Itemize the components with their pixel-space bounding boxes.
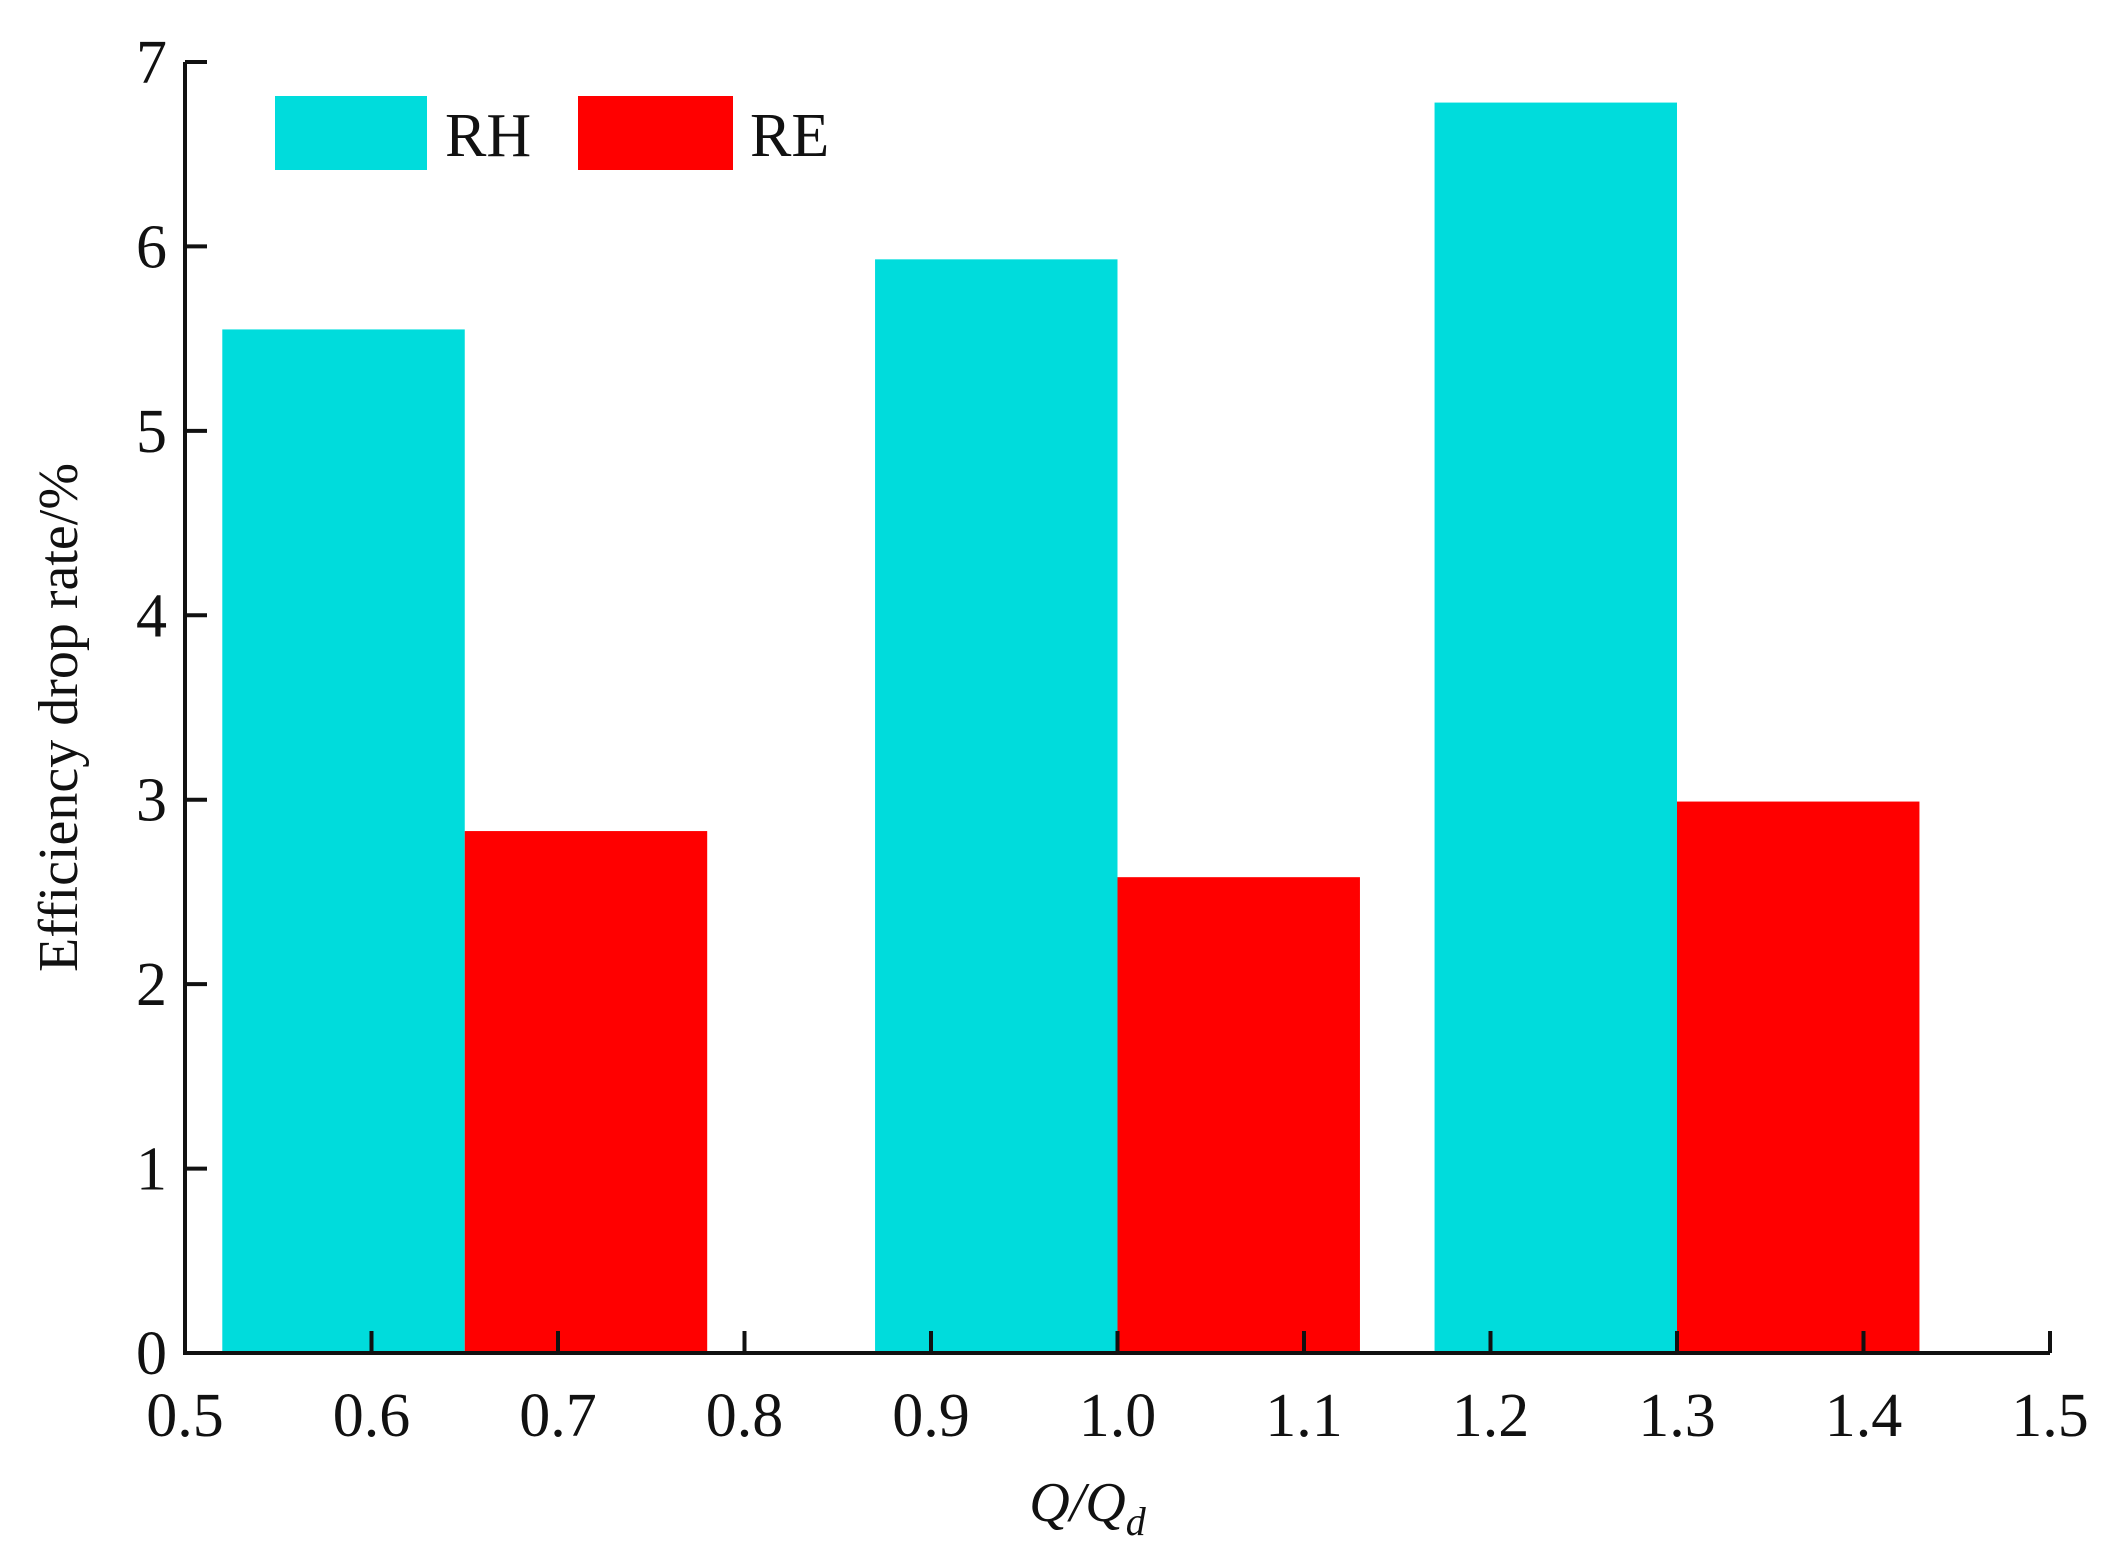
- legend-swatch-rh: [275, 96, 427, 170]
- x-tick-label: 1.3: [1638, 1382, 1716, 1450]
- x-tick-label: 1.5: [2011, 1382, 2089, 1450]
- legend-label-rh: RH: [445, 102, 531, 170]
- axes-layer: 0.5 0.6 0.7 0.8 0.9 1.0 1.1 1.2 1.3 1.4 1.5 0 1 2 3 4 5 6…: [136, 29, 2089, 1450]
- y-tick-label: 1: [136, 1136, 167, 1204]
- x-tick-label: 1.1: [1265, 1382, 1343, 1450]
- y-tick-label: 2: [136, 951, 167, 1019]
- y-tick-label: 6: [136, 213, 167, 281]
- bar-rh-2: [875, 259, 1118, 1353]
- bar-re-3: [1677, 801, 1920, 1353]
- y-axis-title: Efficiency drop rate/%: [28, 463, 90, 972]
- y-tick-label: 5: [136, 398, 167, 466]
- x-tick-label: 1.2: [1452, 1382, 1530, 1450]
- y-tick-label: 3: [136, 767, 167, 835]
- x-tick-label: 0.6: [333, 1382, 411, 1450]
- x-axis-title: Q/Qd: [1029, 1472, 1146, 1544]
- y-tick-label: 0: [136, 1320, 167, 1388]
- bars-layer: [222, 102, 1920, 1354]
- bar-re-2: [1117, 877, 1360, 1353]
- y-tick-label: 4: [136, 582, 167, 650]
- x-tick-label: 1.0: [1079, 1382, 1157, 1450]
- bar-rh-3: [1434, 102, 1677, 1353]
- bar-rh-1: [222, 329, 465, 1354]
- legend-swatch-re: [578, 96, 733, 170]
- legend: RH RE: [275, 96, 829, 170]
- x-tick-label: 1.4: [1825, 1382, 1903, 1450]
- y-tick-label: 7: [136, 29, 167, 97]
- legend-label-re: RE: [750, 102, 829, 170]
- axis-titles: Efficiency drop rate/% Q/Qd: [28, 463, 1147, 1544]
- x-tick-label: 0.9: [892, 1382, 970, 1450]
- bar-re-1: [464, 831, 708, 1353]
- x-tick-label: 0.7: [519, 1382, 597, 1450]
- x-tick-label: 0.5: [146, 1382, 224, 1450]
- x-tick-label: 0.8: [706, 1382, 784, 1450]
